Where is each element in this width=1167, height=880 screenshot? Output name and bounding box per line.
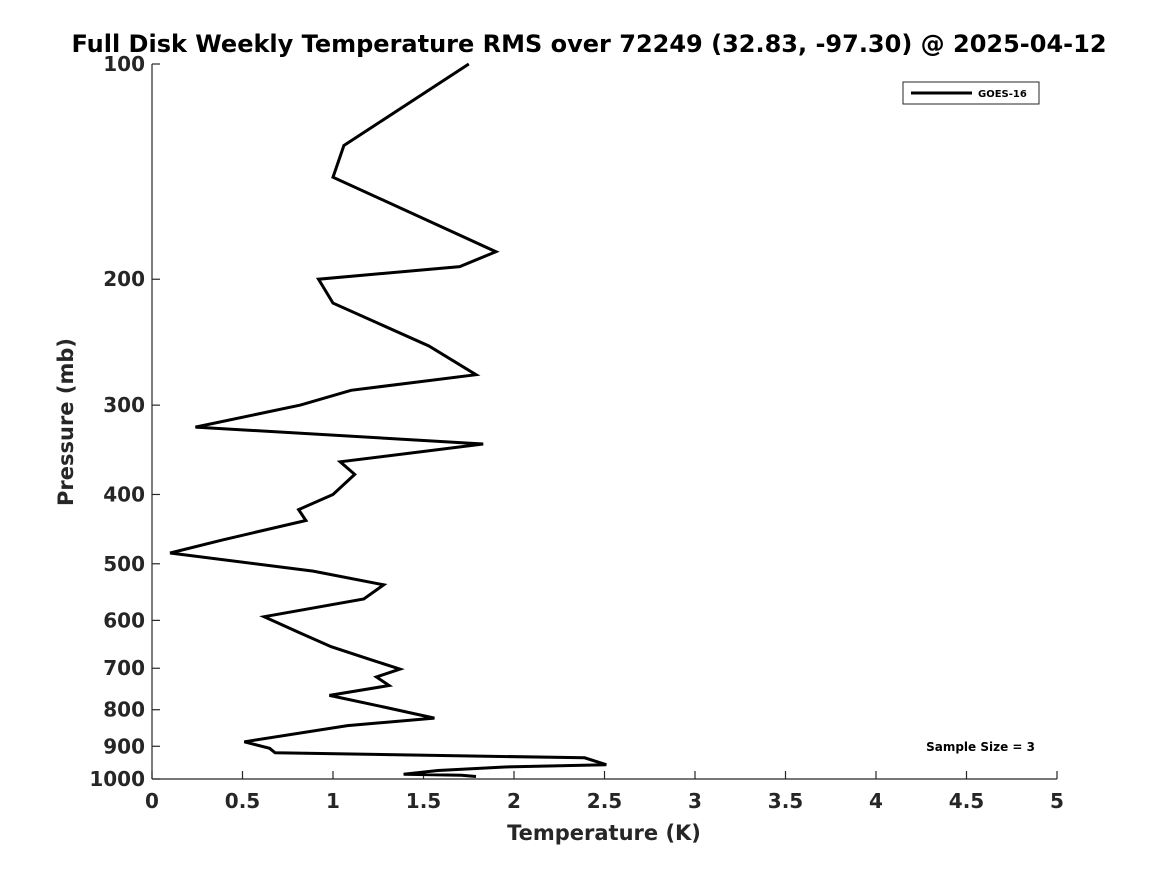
y-ticks-group: 100 200 300 400 500 600 700 800 900 1000 [89,52,160,791]
y-tick-label-6: 700 [103,656,145,680]
series-group [169,62,607,778]
chart-title: Full Disk Weekly Temperature RMS over 72… [71,30,1106,58]
legend: GOES-16 [902,81,1040,105]
y-tick-label-9: 1000 [89,767,145,791]
x-ticks-group: 0 0.5 1 1.5 2 2.5 3 3.5 4 4.5 5 [145,771,1064,813]
x-tick-label-10: 5 [1050,789,1064,813]
x-tick-label-9: 4.5 [949,789,984,813]
y-tick-label-7: 800 [103,698,145,722]
y-tick-label-4: 500 [103,552,145,576]
y-tick-label-1: 200 [103,267,145,291]
x-tick-label-0: 0 [145,789,159,813]
x-tick-label-8: 4 [869,789,883,813]
x-tick-label-2: 1 [326,789,340,813]
series-line-goes-16 [169,62,607,778]
sample-size-annotation: Sample Size = 3 [926,740,1035,754]
x-tick-label-7: 3.5 [768,789,803,813]
x-tick-label-6: 3 [688,789,702,813]
x-tick-label-4: 2 [507,789,521,813]
y-tick-label-3: 400 [103,482,145,506]
y-tick-label-5: 600 [103,608,145,632]
x-tick-label-3: 1.5 [406,789,441,813]
y-tick-label-8: 900 [103,734,145,758]
y-tick-label-2: 300 [103,393,145,417]
y-axis-label: Pressure (mb) [54,338,78,506]
legend-label-goes-16: GOES-16 [978,89,1027,100]
y-tick-label-0: 100 [103,52,145,76]
x-tick-label-1: 0.5 [225,789,260,813]
x-axis-label: Temperature (K) [507,821,701,845]
axes-group [151,64,1057,780]
x-tick-label-5: 2.5 [587,789,622,813]
